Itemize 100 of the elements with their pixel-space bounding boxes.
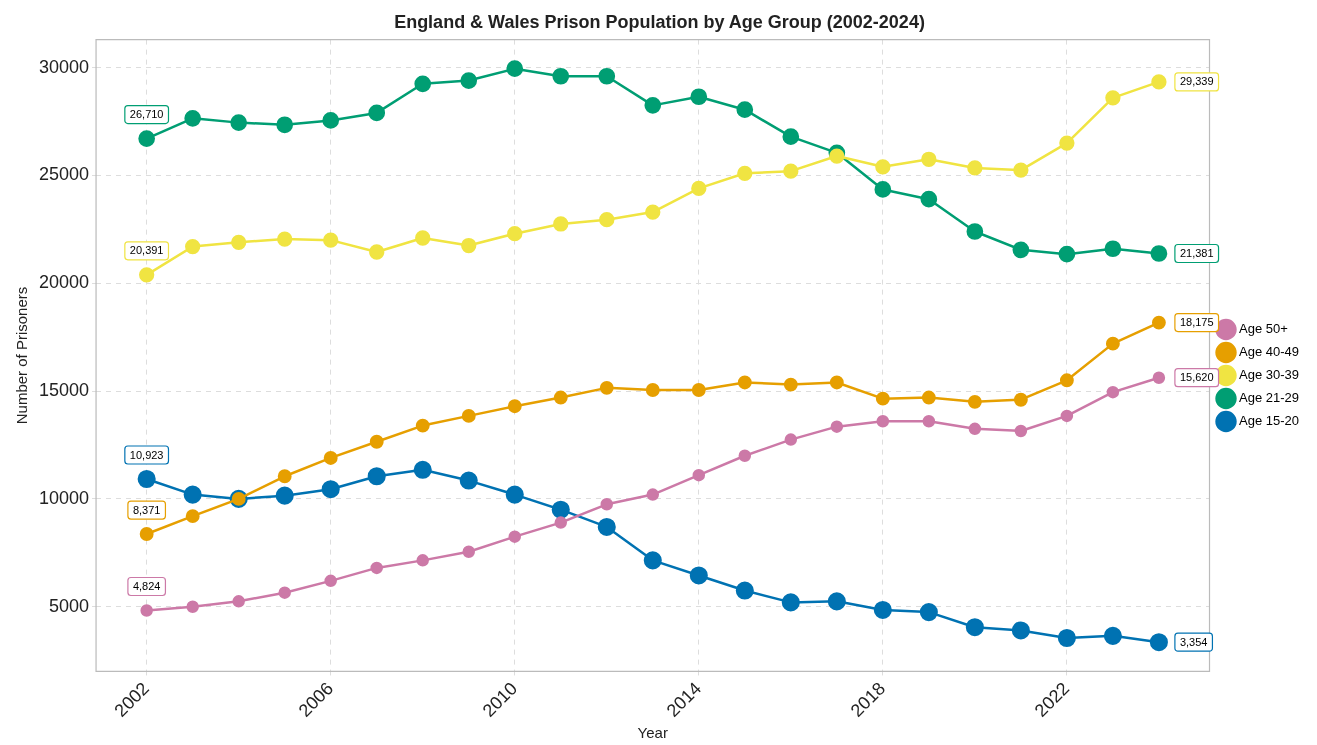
- point: [1014, 424, 1028, 438]
- point: [415, 230, 431, 246]
- point: [645, 383, 660, 397]
- point: [462, 545, 475, 558]
- point: [782, 128, 800, 145]
- point: [278, 586, 291, 599]
- point: [874, 181, 892, 198]
- point: [784, 433, 798, 446]
- point: [690, 88, 708, 106]
- legend-label: Age 15-20: [1239, 413, 1300, 429]
- point: [781, 593, 800, 612]
- point: [598, 67, 616, 85]
- point: [230, 114, 248, 131]
- point: [276, 116, 294, 134]
- point: [643, 551, 662, 570]
- chart-title: England & Wales Prison Population by Age Group (2002-2024): [394, 11, 925, 32]
- point: [552, 67, 570, 85]
- y-tick-label: 5000: [49, 595, 90, 616]
- point: [1151, 74, 1167, 90]
- legend-label: Age 30-39: [1239, 367, 1300, 383]
- point: [137, 469, 156, 489]
- point: [1059, 373, 1074, 388]
- point: [876, 415, 890, 428]
- data-label: 3,354: [1179, 635, 1208, 648]
- point: [1060, 409, 1074, 423]
- data-label: 18,175: [1179, 316, 1214, 329]
- point: [138, 130, 156, 147]
- point: [1150, 245, 1168, 262]
- point: [461, 237, 477, 254]
- point: [140, 604, 153, 617]
- point: [689, 566, 708, 585]
- point: [1013, 162, 1029, 178]
- point: [873, 600, 892, 620]
- point: [1103, 626, 1122, 645]
- data-label: 20,391: [129, 244, 164, 257]
- point: [968, 422, 982, 436]
- point: [1013, 392, 1028, 407]
- point: [231, 234, 247, 250]
- point: [460, 72, 478, 89]
- point: [413, 460, 432, 479]
- point: [459, 471, 478, 490]
- legend-label: Age 50+: [1239, 321, 1288, 337]
- point: [737, 165, 753, 181]
- point: [920, 190, 938, 208]
- point: [599, 380, 614, 395]
- point: [367, 467, 386, 486]
- point: [738, 449, 752, 463]
- point: [1151, 315, 1166, 330]
- y-tick-label: 15000: [38, 380, 90, 401]
- point: [139, 267, 155, 283]
- point: [875, 391, 890, 406]
- y-axis-title: Number of Prisoners: [13, 286, 31, 425]
- point: [1058, 245, 1076, 263]
- point: [322, 112, 340, 129]
- point: [1105, 90, 1121, 106]
- point: [414, 75, 432, 93]
- point: [277, 231, 293, 247]
- point: [737, 375, 752, 390]
- point: [553, 390, 568, 405]
- point: [967, 160, 983, 176]
- point: [507, 399, 522, 414]
- point: [551, 500, 570, 519]
- point: [139, 527, 154, 541]
- y-tick-label: 20000: [38, 272, 90, 293]
- point: [1104, 240, 1122, 258]
- point: [324, 574, 337, 588]
- point: [416, 554, 429, 567]
- point: [554, 516, 568, 529]
- point: [461, 408, 476, 423]
- point: [507, 226, 523, 242]
- point: [415, 418, 430, 433]
- point: [783, 163, 799, 179]
- legend-label: Age 21-29: [1239, 390, 1300, 406]
- data-label: 4,824: [132, 580, 161, 593]
- point: [1152, 371, 1166, 384]
- point: [830, 420, 844, 433]
- point: [829, 375, 844, 390]
- point: [183, 485, 202, 504]
- point: [736, 101, 754, 119]
- point: [692, 468, 706, 482]
- point: [370, 561, 383, 575]
- data-label: 29,339: [1179, 75, 1214, 88]
- point: [186, 600, 199, 613]
- point: [599, 212, 615, 228]
- point: [965, 618, 984, 637]
- point: [185, 509, 200, 524]
- legend-label: Age 40-49: [1239, 344, 1300, 360]
- point: [368, 104, 386, 122]
- point: [919, 603, 938, 622]
- y-tick-label: 30000: [38, 56, 90, 77]
- point: [1059, 135, 1075, 151]
- point: [1105, 336, 1120, 351]
- point: [1149, 633, 1168, 652]
- point: [185, 238, 201, 255]
- point: [321, 480, 340, 499]
- point: [827, 592, 846, 611]
- point: [184, 109, 202, 127]
- point: [644, 97, 662, 114]
- y-tick-label: 25000: [38, 164, 90, 185]
- data-label: 15,620: [1179, 371, 1214, 384]
